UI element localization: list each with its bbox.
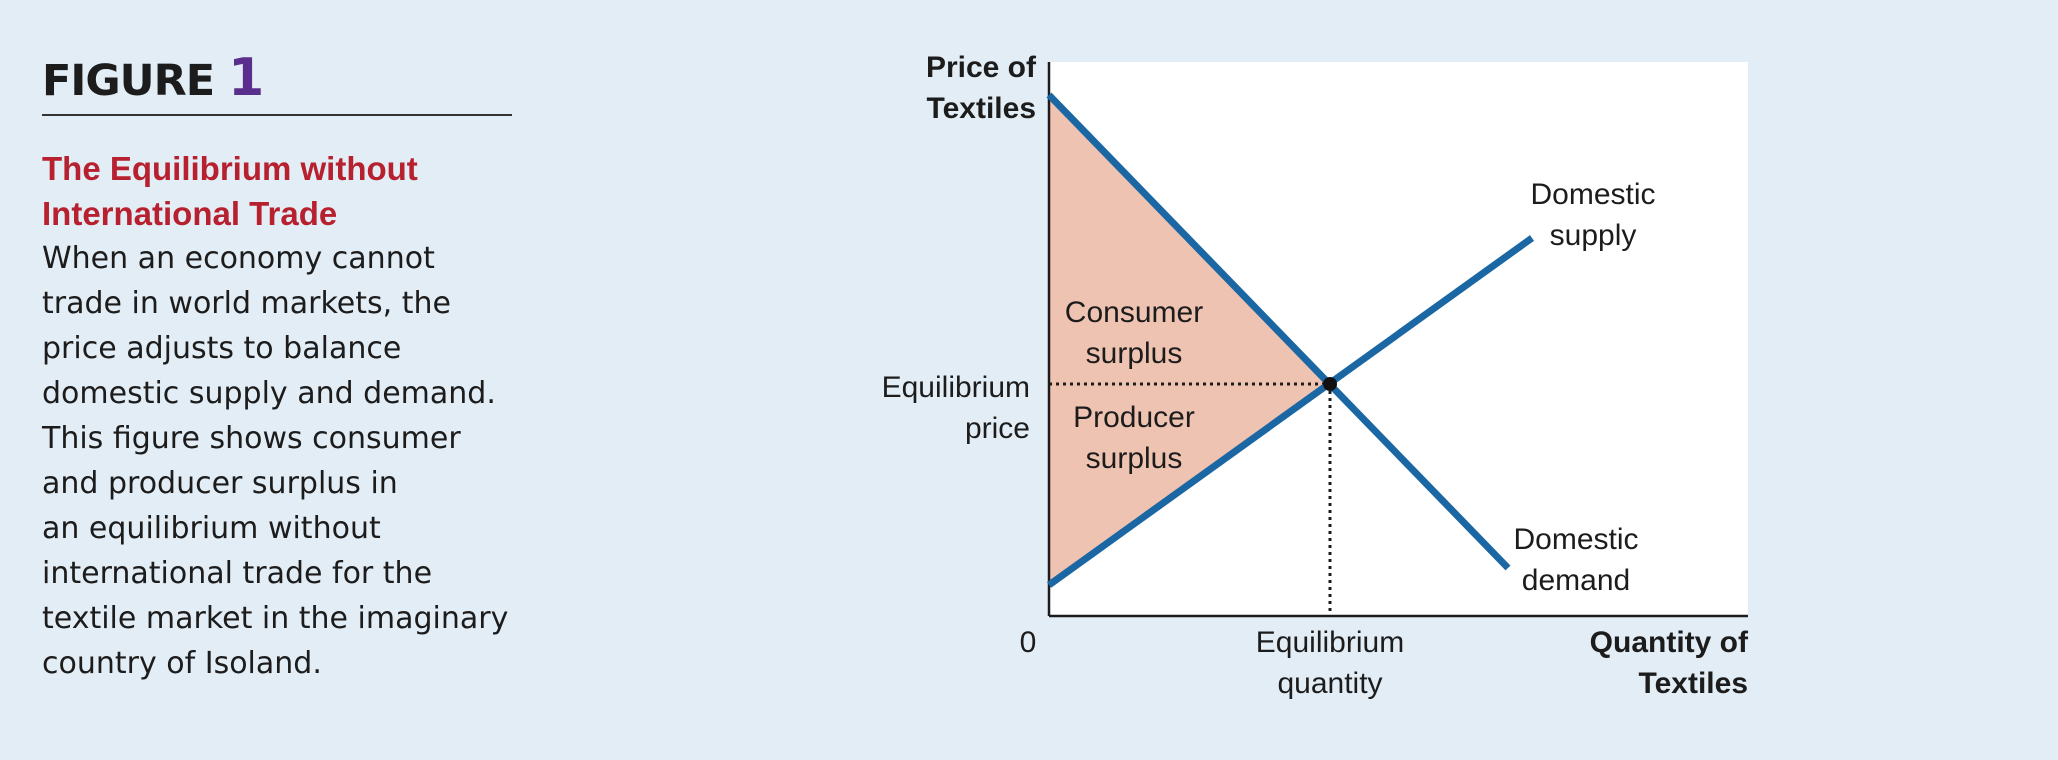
- supply-curve-label: supply: [1550, 219, 1637, 252]
- caption-title: The Equilibrium without International Tr…: [42, 146, 442, 236]
- origin-label: 0: [1020, 626, 1037, 659]
- caption-body: When an economy cannot trade in world ma…: [42, 236, 512, 686]
- caption-body-line: an equilibrium without: [42, 511, 381, 546]
- x-axis-title-line: Textiles: [1639, 667, 1749, 700]
- caption-body-line: trade in world markets, the: [42, 286, 451, 321]
- equilibrium-point: [1323, 377, 1337, 391]
- equilibrium-price-label: price: [965, 412, 1030, 445]
- supply-curve-label: Domestic: [1530, 178, 1655, 211]
- demand-curve-label: demand: [1522, 564, 1630, 597]
- y-axis-title-line: Textiles: [927, 92, 1037, 125]
- producer-surplus-label: Producer: [1073, 401, 1195, 434]
- equilibrium-quantity-label: quantity: [1277, 667, 1382, 700]
- caption-body-line: domestic supply and demand.: [42, 376, 496, 411]
- producer-surplus-label: surplus: [1086, 442, 1183, 475]
- equilibrium-price-label: Equilibrium: [882, 371, 1030, 404]
- figure-header: FIGURE 1: [42, 48, 512, 116]
- figure-caption: FIGURE 1 The Equilibrium without Interna…: [42, 48, 512, 686]
- equilibrium-quantity-label: Equilibrium: [1256, 626, 1404, 659]
- caption-body-line: When an economy cannot: [42, 241, 435, 276]
- caption-body-line: country of Isoland.: [42, 646, 322, 681]
- figure-number: 1: [228, 48, 265, 108]
- surplus-area: [1049, 95, 1330, 585]
- caption-title-line: International Trade: [42, 195, 338, 232]
- caption-body-line: textile market in the imaginary: [42, 601, 509, 636]
- caption-title-line: The Equilibrium without: [42, 150, 418, 187]
- caption-body-line: and producer surplus in: [42, 466, 398, 501]
- caption-body-line: This figure shows consumer: [42, 421, 461, 456]
- caption-body-line: international trade for the: [42, 556, 433, 591]
- supply-curve: [1046, 235, 1535, 588]
- demand-curve-label: Domestic: [1513, 523, 1638, 556]
- figure-label: FIGURE: [42, 56, 215, 106]
- y-axis-title-line: Price of: [926, 51, 1037, 84]
- demand-curve: [1046, 92, 1511, 571]
- consumer-surplus-label: Consumer: [1065, 296, 1203, 329]
- x-axis-title-line: Quantity of: [1590, 626, 1749, 659]
- consumer-surplus-label: surplus: [1086, 337, 1183, 370]
- caption-body-line: price adjusts to balance: [42, 331, 402, 366]
